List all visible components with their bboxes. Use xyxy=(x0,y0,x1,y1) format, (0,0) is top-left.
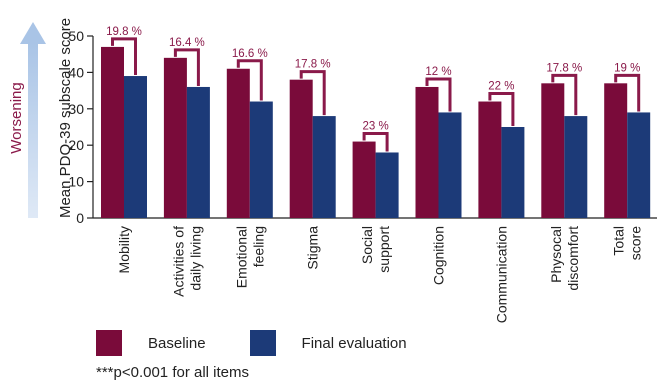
bar-final-evaluation xyxy=(501,127,525,218)
percent-change-label: 19 % xyxy=(614,62,640,74)
bar-chart: Worsening Mean PDQ-39 subscale score 0 10… xyxy=(8,18,657,323)
footnote: ***p<0.001 for all items xyxy=(96,364,250,381)
percent-change-label: 22 % xyxy=(488,81,514,93)
x-tick-label: Activities of xyxy=(170,226,186,297)
legend-swatch-final-evaluation xyxy=(249,330,276,356)
legend-label-final-evaluation: Final evaluation xyxy=(301,334,407,352)
bar-final-evaluation xyxy=(375,152,399,218)
change-bracket xyxy=(173,48,200,86)
percent-change-label: 19.8 % xyxy=(106,26,142,38)
bar-baseline xyxy=(289,79,313,219)
x-tick-label: score xyxy=(628,226,644,260)
bar-final-evaluation xyxy=(186,86,210,219)
bar-baseline xyxy=(352,141,376,218)
percent-change-label: 17.8 % xyxy=(295,59,331,71)
y-tick-label: 40 xyxy=(68,64,84,80)
percent-change-label: 16.4 % xyxy=(169,37,205,49)
x-tick-label: Stigma xyxy=(305,226,321,270)
change-bracket xyxy=(425,77,452,112)
x-tick-label: Physocal xyxy=(548,226,564,283)
legend-item-baseline: Baseline xyxy=(96,330,206,356)
change-bracket xyxy=(236,59,263,101)
bar-final-evaluation xyxy=(249,101,273,218)
percent-change-label: 12 % xyxy=(425,66,451,78)
y-tick-label: 20 xyxy=(68,137,84,153)
x-tick-label: Emotional xyxy=(233,226,249,288)
change-bracket xyxy=(111,37,137,76)
bar-baseline xyxy=(101,46,124,218)
y-tick-label: 10 xyxy=(68,174,84,190)
x-tick-label: Total xyxy=(611,226,627,256)
worsening-arrow-icon xyxy=(20,22,46,218)
bar-baseline xyxy=(541,83,565,218)
percent-change-label: 17.8 % xyxy=(546,62,582,74)
y-tick-label: 0 xyxy=(76,210,84,226)
bar-final-evaluation xyxy=(124,76,147,218)
x-tick-label: Communication xyxy=(493,226,509,323)
change-bracket xyxy=(488,92,515,126)
x-tick-label: discomfort xyxy=(565,226,581,291)
change-bracket xyxy=(614,73,641,112)
bar-final-evaluation xyxy=(312,116,336,218)
legend: Baseline Final evaluation xyxy=(96,330,451,356)
legend-item-final-evaluation: Final evaluation xyxy=(249,330,407,356)
worsening-label: Worsening xyxy=(8,82,25,153)
percent-change-label: 16.6 % xyxy=(232,48,268,60)
x-tick-label: Cognition xyxy=(431,226,447,285)
y-tick-label: 30 xyxy=(68,101,84,117)
y-tick-label: 50 xyxy=(68,28,84,44)
change-bracket xyxy=(299,70,326,116)
bar-final-evaluation xyxy=(438,112,462,218)
bar-baseline xyxy=(226,68,250,218)
bar-baseline xyxy=(604,83,628,218)
x-tick-label: support xyxy=(376,226,392,273)
legend-swatch-baseline xyxy=(96,330,122,356)
x-tick-label: daily living xyxy=(187,226,203,291)
x-tick-label: Social xyxy=(359,226,375,264)
bar-baseline xyxy=(415,86,439,219)
y-axis-label: Mean PDQ-39 subscale score xyxy=(57,18,74,218)
bar-baseline xyxy=(478,101,502,218)
change-bracket xyxy=(362,132,389,152)
bar-final-evaluation xyxy=(627,112,651,218)
bar-baseline xyxy=(163,57,187,219)
percent-change-label: 23 % xyxy=(362,121,388,133)
x-tick-label: Mobility xyxy=(116,226,132,273)
bar-final-evaluation xyxy=(564,116,588,218)
x-tick-label: feeling xyxy=(250,226,266,267)
change-bracket xyxy=(551,73,578,116)
legend-label-baseline: Baseline xyxy=(148,334,206,352)
